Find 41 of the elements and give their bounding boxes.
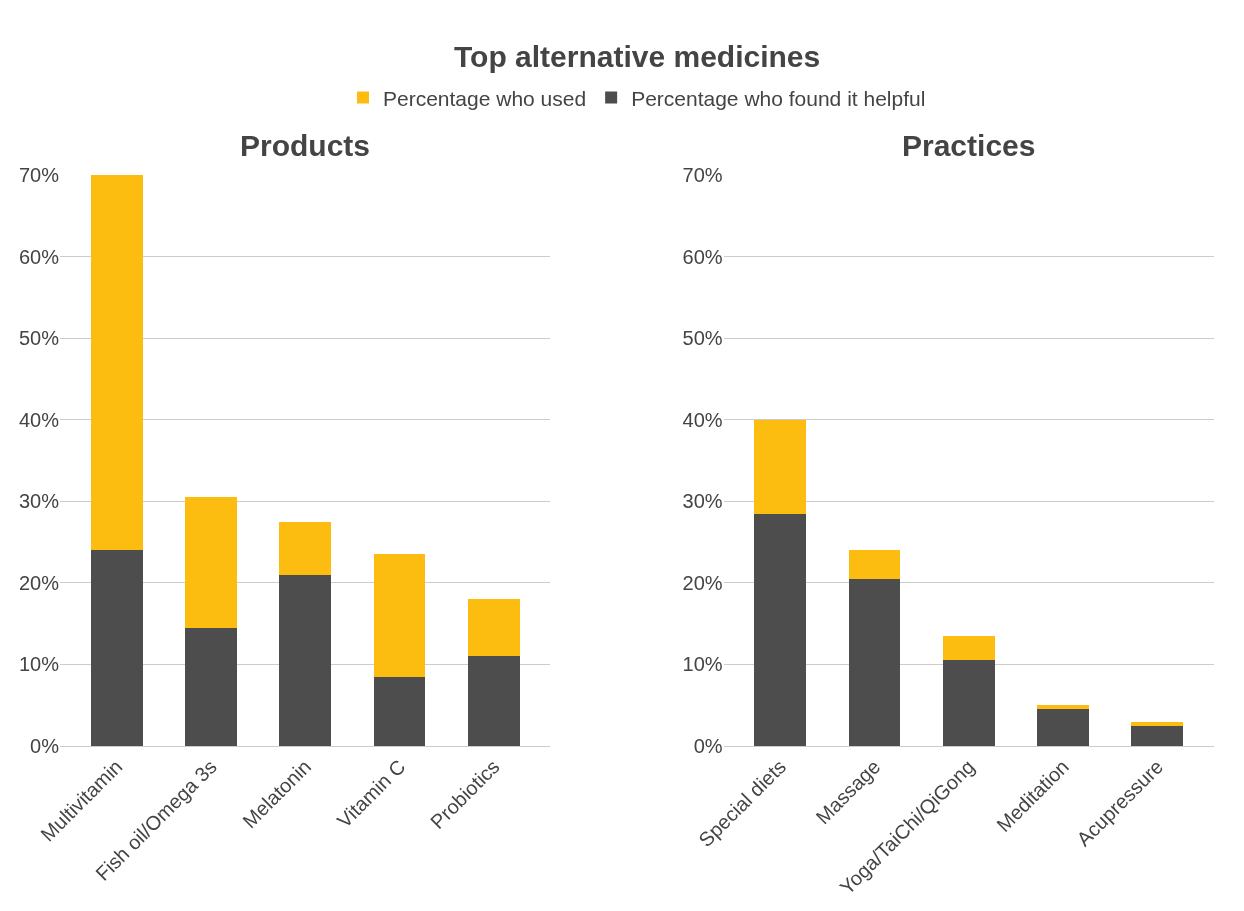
y-tick-label: 0%: [30, 735, 60, 757]
bar: [373, 554, 426, 677]
bar: [1131, 725, 1184, 746]
y-tick-label: 20%: [18, 571, 60, 594]
y-tick-label: 60%: [682, 245, 723, 268]
bar: [754, 513, 807, 746]
y-tick-label: 40%: [682, 408, 723, 431]
bar: [279, 521, 332, 575]
chart-title: Products: [240, 129, 371, 162]
bar: [942, 660, 995, 746]
legend-label: Percentage who found it helpful: [631, 86, 926, 110]
text: Top alternative medicines: [454, 40, 821, 73]
bar: [467, 599, 520, 657]
bar: [90, 175, 143, 551]
bar: [1037, 709, 1090, 746]
legend-label: Percentage who used: [383, 86, 587, 110]
bar: [184, 627, 237, 746]
y-tick-label: 40%: [18, 408, 60, 431]
bar: [1131, 721, 1184, 726]
bar: [942, 635, 995, 661]
y-tick-label: 10%: [18, 653, 60, 676]
bar: [90, 550, 143, 746]
y-tick-label: 0%: [693, 735, 723, 757]
y-tick-label: 50%: [18, 327, 60, 350]
bar: [848, 578, 901, 746]
bar: [184, 497, 237, 628]
bar: [467, 656, 520, 746]
chart-title: Practices: [902, 129, 1036, 162]
bar: [754, 419, 807, 514]
bar: [373, 676, 426, 746]
y-tick-label: 20%: [682, 571, 723, 594]
bar: [1037, 705, 1090, 710]
y-tick-label: 30%: [18, 490, 60, 513]
y-tick-label: 50%: [682, 327, 723, 350]
bar: [279, 574, 332, 746]
y-tick-label: 70%: [682, 164, 723, 186]
y-tick-label: 10%: [682, 653, 723, 676]
bar: [848, 550, 901, 579]
y-tick-label: 60%: [18, 245, 60, 268]
y-tick-label: 30%: [682, 490, 723, 513]
y-tick-label: 70%: [18, 164, 60, 186]
